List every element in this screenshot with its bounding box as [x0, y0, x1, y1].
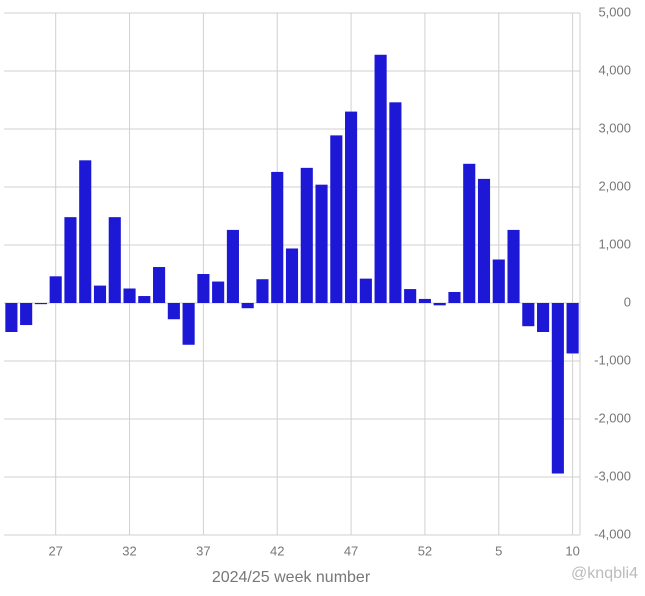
x-tick-label: 10	[565, 543, 579, 558]
bar	[138, 296, 151, 303]
y-tick-label: 3,000	[598, 120, 631, 135]
bar	[182, 303, 195, 345]
bar	[522, 303, 535, 327]
bar	[167, 303, 180, 320]
bar	[345, 111, 358, 303]
bar	[123, 288, 136, 303]
bar	[551, 303, 564, 474]
bar	[226, 229, 239, 303]
x-tick-label: 52	[418, 543, 432, 558]
bar	[285, 248, 299, 303]
x-tick-label: 5	[495, 543, 502, 558]
bar	[389, 102, 402, 303]
bar	[404, 289, 417, 303]
bar	[537, 303, 550, 332]
y-tick-label: 4,000	[598, 62, 631, 77]
bar	[330, 135, 343, 303]
bar	[197, 274, 210, 303]
x-axis-label: 2024/25 week number	[212, 569, 371, 586]
x-tick-label: 47	[344, 543, 358, 558]
bar	[463, 163, 476, 303]
bar	[79, 160, 92, 303]
bar	[153, 267, 166, 303]
bar	[477, 178, 491, 303]
bar	[5, 303, 18, 332]
y-tick-label: 0	[624, 294, 631, 309]
y-tick-label: -1,000	[594, 352, 631, 367]
bar	[566, 303, 579, 354]
y-tick-label: -2,000	[594, 410, 631, 425]
y-tick-label: -3,000	[594, 468, 631, 483]
bar	[374, 54, 387, 304]
bar	[93, 285, 107, 303]
bar	[49, 276, 62, 303]
x-tick-label: 37	[196, 543, 210, 558]
bar	[271, 171, 284, 303]
x-tick-label: 42	[270, 543, 284, 558]
bar	[359, 278, 372, 303]
bar	[315, 184, 328, 303]
y-tick-label: 2,000	[598, 178, 631, 193]
watermark: @knqbli4	[571, 565, 638, 582]
y-tick-label: 1,000	[598, 236, 631, 251]
bar	[20, 303, 33, 326]
bar	[507, 229, 520, 303]
bar	[433, 303, 446, 306]
y-tick-label: 5,000	[598, 4, 631, 19]
bar	[241, 303, 254, 309]
bar	[448, 291, 461, 303]
bar	[64, 217, 77, 303]
bar	[492, 259, 505, 303]
bar	[418, 298, 431, 303]
bar	[256, 279, 269, 303]
y-tick-label: -4,000	[594, 526, 631, 541]
bar	[34, 303, 47, 305]
x-tick-label: 27	[48, 543, 62, 558]
x-tick-label: 32	[122, 543, 136, 558]
bar	[108, 217, 121, 303]
bar	[212, 281, 225, 303]
bar	[300, 167, 313, 303]
